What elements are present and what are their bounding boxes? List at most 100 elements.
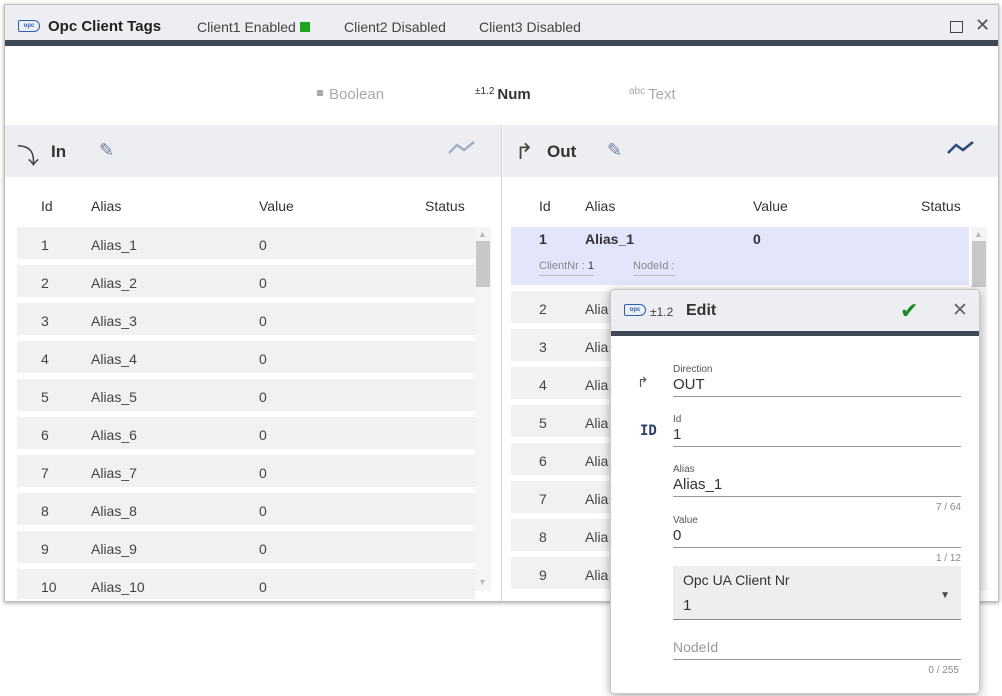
- alias-field[interactable]: Alias Alias_1 7 / 64: [673, 464, 961, 513]
- row-alias: Alia: [585, 491, 609, 507]
- type-filter: Boolean ±1.2 Num abc Text: [5, 52, 998, 124]
- row-alias: Alia: [585, 301, 609, 317]
- confirm-check-icon[interactable]: ✔: [900, 298, 919, 323]
- close-icon[interactable]: ✕: [952, 300, 968, 321]
- row-value: 0: [259, 503, 267, 519]
- filter-boolean-label: Boolean: [329, 86, 385, 103]
- trend-icon[interactable]: [447, 139, 477, 162]
- direction-value: OUT: [673, 376, 961, 397]
- row-id: 6: [41, 427, 49, 443]
- table-row[interactable]: 9 Alias_9 0: [17, 531, 475, 563]
- row-alias: Alias_9: [91, 541, 137, 557]
- in-panel: ⤵ In ✎ Id Alias Value Status 1 Alias_1 0 2 A…: [5, 125, 502, 601]
- row-value: 0: [259, 237, 267, 253]
- id-value: 1: [673, 426, 961, 447]
- row-id: 1: [41, 237, 49, 253]
- trend-icon[interactable]: [946, 139, 976, 162]
- dialog-header: opc ±1.2 Edit ✔ ✕: [611, 290, 979, 336]
- row-id: 7: [539, 491, 547, 507]
- nodeid-input[interactable]: NodeId: [673, 639, 961, 660]
- opc-logo-icon: opc: [18, 20, 40, 32]
- row-alias: Alia: [585, 567, 609, 583]
- row-value: 0: [259, 541, 267, 557]
- col-alias: Alias: [91, 198, 122, 214]
- client-select-label: Opc UA Client Nr: [683, 572, 790, 588]
- row-alias: Alias_4: [91, 351, 137, 367]
- close-icon[interactable]: ✕: [975, 15, 991, 35]
- in-panel-header: ⤵ In ✎: [5, 125, 501, 177]
- direction-field: Direction OUT: [673, 364, 961, 397]
- scroll-up-icon[interactable]: ▲: [974, 229, 983, 239]
- maximize-icon[interactable]: [950, 21, 963, 33]
- filter-num-label: Num: [497, 86, 531, 103]
- id-label: Id: [673, 414, 682, 425]
- row-alias: Alias_5: [91, 389, 137, 405]
- table-row[interactable]: 2 Alias_2 0: [17, 265, 475, 297]
- filter-num[interactable]: ±1.2 Num: [475, 86, 531, 103]
- nodeid-count: 0 / 255: [928, 665, 959, 676]
- row-id: 6: [539, 453, 547, 469]
- client-nr-select[interactable]: Opc UA Client Nr 1 ▼: [673, 566, 961, 620]
- row-id: 3: [539, 339, 547, 355]
- boolean-icon: [317, 90, 323, 96]
- row-id: 7: [41, 465, 49, 481]
- row-alias: Alia: [585, 339, 609, 355]
- row-id: 9: [41, 541, 49, 557]
- filter-text[interactable]: abc Text: [629, 86, 676, 103]
- row-alias: Alia: [585, 377, 609, 393]
- out-panel-header: ↱ Out ✎: [503, 125, 998, 177]
- client-select-value: 1: [683, 597, 692, 614]
- row-alias: Alias_7: [91, 465, 137, 481]
- col-status: Status: [921, 198, 961, 214]
- col-id: Id: [539, 198, 551, 214]
- in-scrollbar[interactable]: ▲ ▼: [475, 227, 491, 591]
- row-id: 4: [539, 377, 547, 393]
- id-field[interactable]: Id 1: [673, 414, 961, 447]
- alias-label: Alias: [673, 464, 695, 475]
- row-alias: Alias_1: [91, 237, 137, 253]
- table-row[interactable]: 4 Alias_4 0: [17, 341, 475, 373]
- direction-label: Direction: [673, 364, 713, 375]
- arrow-in-icon: ⤵: [17, 144, 40, 169]
- table-row[interactable]: 6 Alias_6 0: [17, 417, 475, 449]
- table-row[interactable]: 8 Alias_8 0: [17, 493, 475, 525]
- dialog-title: Edit: [686, 302, 717, 319]
- col-status: Status: [425, 198, 465, 214]
- pencil-icon[interactable]: ✎: [99, 140, 115, 160]
- scroll-thumb[interactable]: [476, 241, 490, 287]
- row-id: 9: [539, 567, 547, 583]
- table-row[interactable]: 7 Alias_7 0: [17, 455, 475, 487]
- row-id: 2: [539, 301, 547, 317]
- row-alias: Alias_8: [91, 503, 137, 519]
- in-rows: 1 Alias_1 0 2 Alias_2 0 3 Alias_3 0 4 Alias_4 0 5 Ali…: [17, 227, 475, 599]
- scroll-up-icon[interactable]: ▲: [478, 229, 487, 239]
- row-alias: Alia: [585, 415, 609, 431]
- scroll-down-icon[interactable]: ▼: [478, 577, 487, 587]
- col-value: Value: [753, 198, 788, 214]
- tab-client3[interactable]: Client3 Disabled: [479, 19, 581, 35]
- row-value: 0: [259, 427, 267, 443]
- client-nr-label: ClientNr :: [539, 260, 585, 272]
- row-alias: Alias_3: [91, 313, 137, 329]
- table-row-selected[interactable]: 1 Alias_1 0 ClientNr : 1 NodeId :: [511, 227, 969, 285]
- tab-client2[interactable]: Client2 Disabled: [344, 19, 446, 35]
- row-alias: Alia: [585, 529, 609, 545]
- opc-logo-icon: opc: [624, 304, 646, 316]
- table-row[interactable]: 5 Alias_5 0: [17, 379, 475, 411]
- window-title: Opc Client Tags: [48, 18, 162, 35]
- row-alias: Alia: [585, 453, 609, 469]
- table-row[interactable]: 10 Alias_10 0: [17, 569, 475, 599]
- value-field[interactable]: Value 0 1 / 12: [673, 515, 961, 564]
- row-value: 0: [259, 351, 267, 367]
- filter-boolean[interactable]: Boolean: [317, 86, 384, 103]
- client-nr-value: 1: [587, 260, 595, 272]
- row-alias: Alias_6: [91, 427, 137, 443]
- table-row[interactable]: 1 Alias_1 0: [17, 227, 475, 259]
- scroll-thumb[interactable]: [972, 241, 986, 287]
- tab-client1[interactable]: Client1 Enabled: [197, 19, 310, 35]
- titlebar: opc Opc Client Tags Client1 Enabled Clie…: [5, 5, 998, 46]
- table-row[interactable]: 3 Alias_3 0: [17, 303, 475, 335]
- client-nr: ClientNr : 1: [539, 260, 595, 276]
- row-id: 3: [41, 313, 49, 329]
- pencil-icon[interactable]: ✎: [607, 140, 623, 160]
